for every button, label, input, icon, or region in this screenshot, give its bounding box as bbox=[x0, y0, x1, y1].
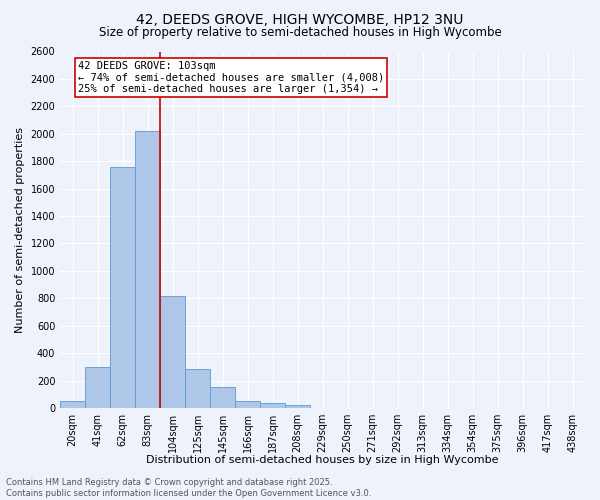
Text: 42 DEEDS GROVE: 103sqm
← 74% of semi-detached houses are smaller (4,008)
25% of : 42 DEEDS GROVE: 103sqm ← 74% of semi-det… bbox=[77, 61, 384, 94]
Text: Contains HM Land Registry data © Crown copyright and database right 2025.
Contai: Contains HM Land Registry data © Crown c… bbox=[6, 478, 371, 498]
Text: Size of property relative to semi-detached houses in High Wycombe: Size of property relative to semi-detach… bbox=[98, 26, 502, 39]
Bar bbox=[285, 404, 310, 408]
Bar bbox=[85, 367, 110, 408]
Bar bbox=[110, 166, 135, 408]
Bar bbox=[185, 369, 210, 408]
Bar bbox=[60, 401, 85, 408]
Bar bbox=[160, 296, 185, 408]
Bar bbox=[210, 386, 235, 408]
Bar bbox=[260, 403, 285, 408]
X-axis label: Distribution of semi-detached houses by size in High Wycombe: Distribution of semi-detached houses by … bbox=[146, 455, 499, 465]
Text: 42, DEEDS GROVE, HIGH WYCOMBE, HP12 3NU: 42, DEEDS GROVE, HIGH WYCOMBE, HP12 3NU bbox=[136, 12, 464, 26]
Bar bbox=[235, 401, 260, 408]
Y-axis label: Number of semi-detached properties: Number of semi-detached properties bbox=[15, 126, 25, 332]
Bar bbox=[135, 131, 160, 408]
